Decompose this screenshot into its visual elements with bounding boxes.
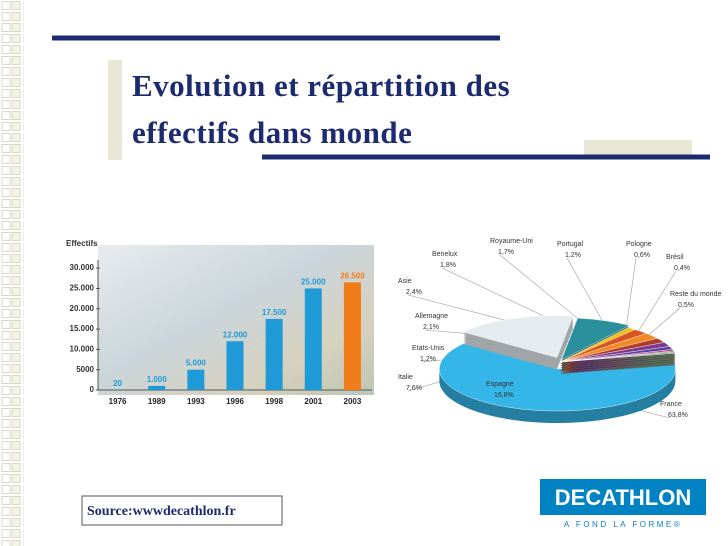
slice-top: [561, 317, 631, 361]
slice-label: Etats-Unis: [412, 345, 445, 352]
slice-depth: [560, 359, 676, 370]
slice-label: Brésil: [666, 254, 684, 261]
x-tick-label: 1998: [265, 397, 283, 406]
slice-value: 63,8%: [668, 412, 688, 419]
source: Source:wwwdecathlon.fr: [87, 504, 236, 519]
slice-value: 2,1%: [423, 324, 439, 331]
slice-label: Italie: [398, 374, 413, 381]
bar: [265, 318, 283, 390]
side-pattern: [0, 0, 24, 546]
slice-label: Royaume-Uni: [490, 238, 533, 245]
slice-top: [439, 343, 676, 412]
x-tick-label: 1996: [226, 397, 244, 406]
slice: [462, 315, 574, 370]
slice: [559, 350, 675, 374]
logo-brand: DECATHLON: [555, 485, 691, 510]
slice-top: [559, 351, 676, 363]
bar: [226, 341, 244, 390]
slice-value: 1,2%: [565, 252, 581, 259]
title-line: effectifs dans monde: [132, 115, 412, 150]
value-label: 26.500: [340, 271, 365, 280]
x-tick-label: 1976: [109, 397, 127, 406]
slice-depth: [560, 361, 676, 372]
slice-label: Allemagne: [415, 313, 448, 320]
slice-value: 7,6%: [406, 385, 422, 392]
logo-box: [540, 479, 706, 515]
x-tick-label: 2003: [344, 397, 362, 406]
pie-chart: France 63,8% Espagne 16,8% Italie 7,6% Etats-U…: [398, 238, 721, 424]
slice-value: 1,2%: [420, 356, 436, 363]
bar: [343, 282, 361, 390]
x-tick-label: 2001: [304, 397, 322, 406]
slice-value: 2,4%: [406, 289, 422, 296]
slice-label: Portugal: [557, 241, 584, 248]
y-tick-label: 25.000: [70, 284, 95, 293]
y-tick-label: 30.000: [70, 263, 95, 272]
slice-depth: [560, 358, 675, 370]
slice: [559, 351, 676, 374]
slice: [439, 343, 676, 424]
slice-label: France: [660, 401, 682, 408]
slice-value: 0,5%: [678, 302, 694, 309]
bar: [148, 385, 166, 390]
slice-value: 0,6%: [634, 252, 650, 259]
bar: [187, 369, 205, 390]
slice-value: 16,8%: [494, 392, 514, 399]
bar-chart: Effectifs 0 5000 10.000 15.000 20.000 25.000 30…: [66, 239, 372, 406]
y-tick-label: 5000: [76, 365, 94, 374]
slice-depth: [560, 352, 675, 364]
accent-bar: [108, 60, 122, 160]
y-tick-label: 0: [90, 385, 95, 394]
slice-label: Benelux: [432, 251, 458, 258]
value-label: 5.000: [186, 359, 207, 368]
y-tick-label: 10.000: [70, 344, 95, 353]
slice-label: Asie: [398, 278, 412, 285]
slice-value: 1,7%: [498, 249, 514, 256]
value-label: 12.000: [223, 330, 248, 339]
x-tick-label: 1989: [148, 397, 166, 406]
y-tick-label: 20.000: [70, 304, 95, 313]
slice-depth: [560, 356, 675, 368]
accent-block: [584, 140, 692, 158]
slice-depth: [560, 353, 676, 364]
slice-label: Reste du monde: [670, 291, 721, 298]
slice-label: Espagne: [486, 381, 514, 388]
slice-value: 1,8%: [440, 262, 456, 269]
slice-label: Pologne: [626, 241, 652, 248]
bar: [304, 288, 322, 390]
slice-depth: [560, 363, 676, 374]
slice-depth: [560, 362, 675, 374]
title-line: Evolution et répartition des: [132, 68, 510, 103]
value-label: 20: [113, 379, 122, 388]
slice-value: 0,4%: [674, 265, 690, 272]
x-tick-label: 1993: [187, 397, 205, 406]
slice-depth: [560, 355, 676, 366]
y-axis-label: Effectifs: [66, 239, 98, 248]
value-label: 1.000: [147, 375, 168, 384]
value-label: 25.000: [301, 277, 326, 286]
value-label: 17.500: [262, 308, 287, 317]
slice-depth: [560, 357, 676, 368]
slice-depth: [560, 360, 675, 372]
slice-top: [462, 315, 574, 358]
source-box: [81, 495, 283, 526]
y-tick-label: 15.000: [70, 324, 95, 333]
logo-tagline: A FOND LA FORME®: [564, 520, 682, 529]
slice-depth: [560, 354, 675, 366]
